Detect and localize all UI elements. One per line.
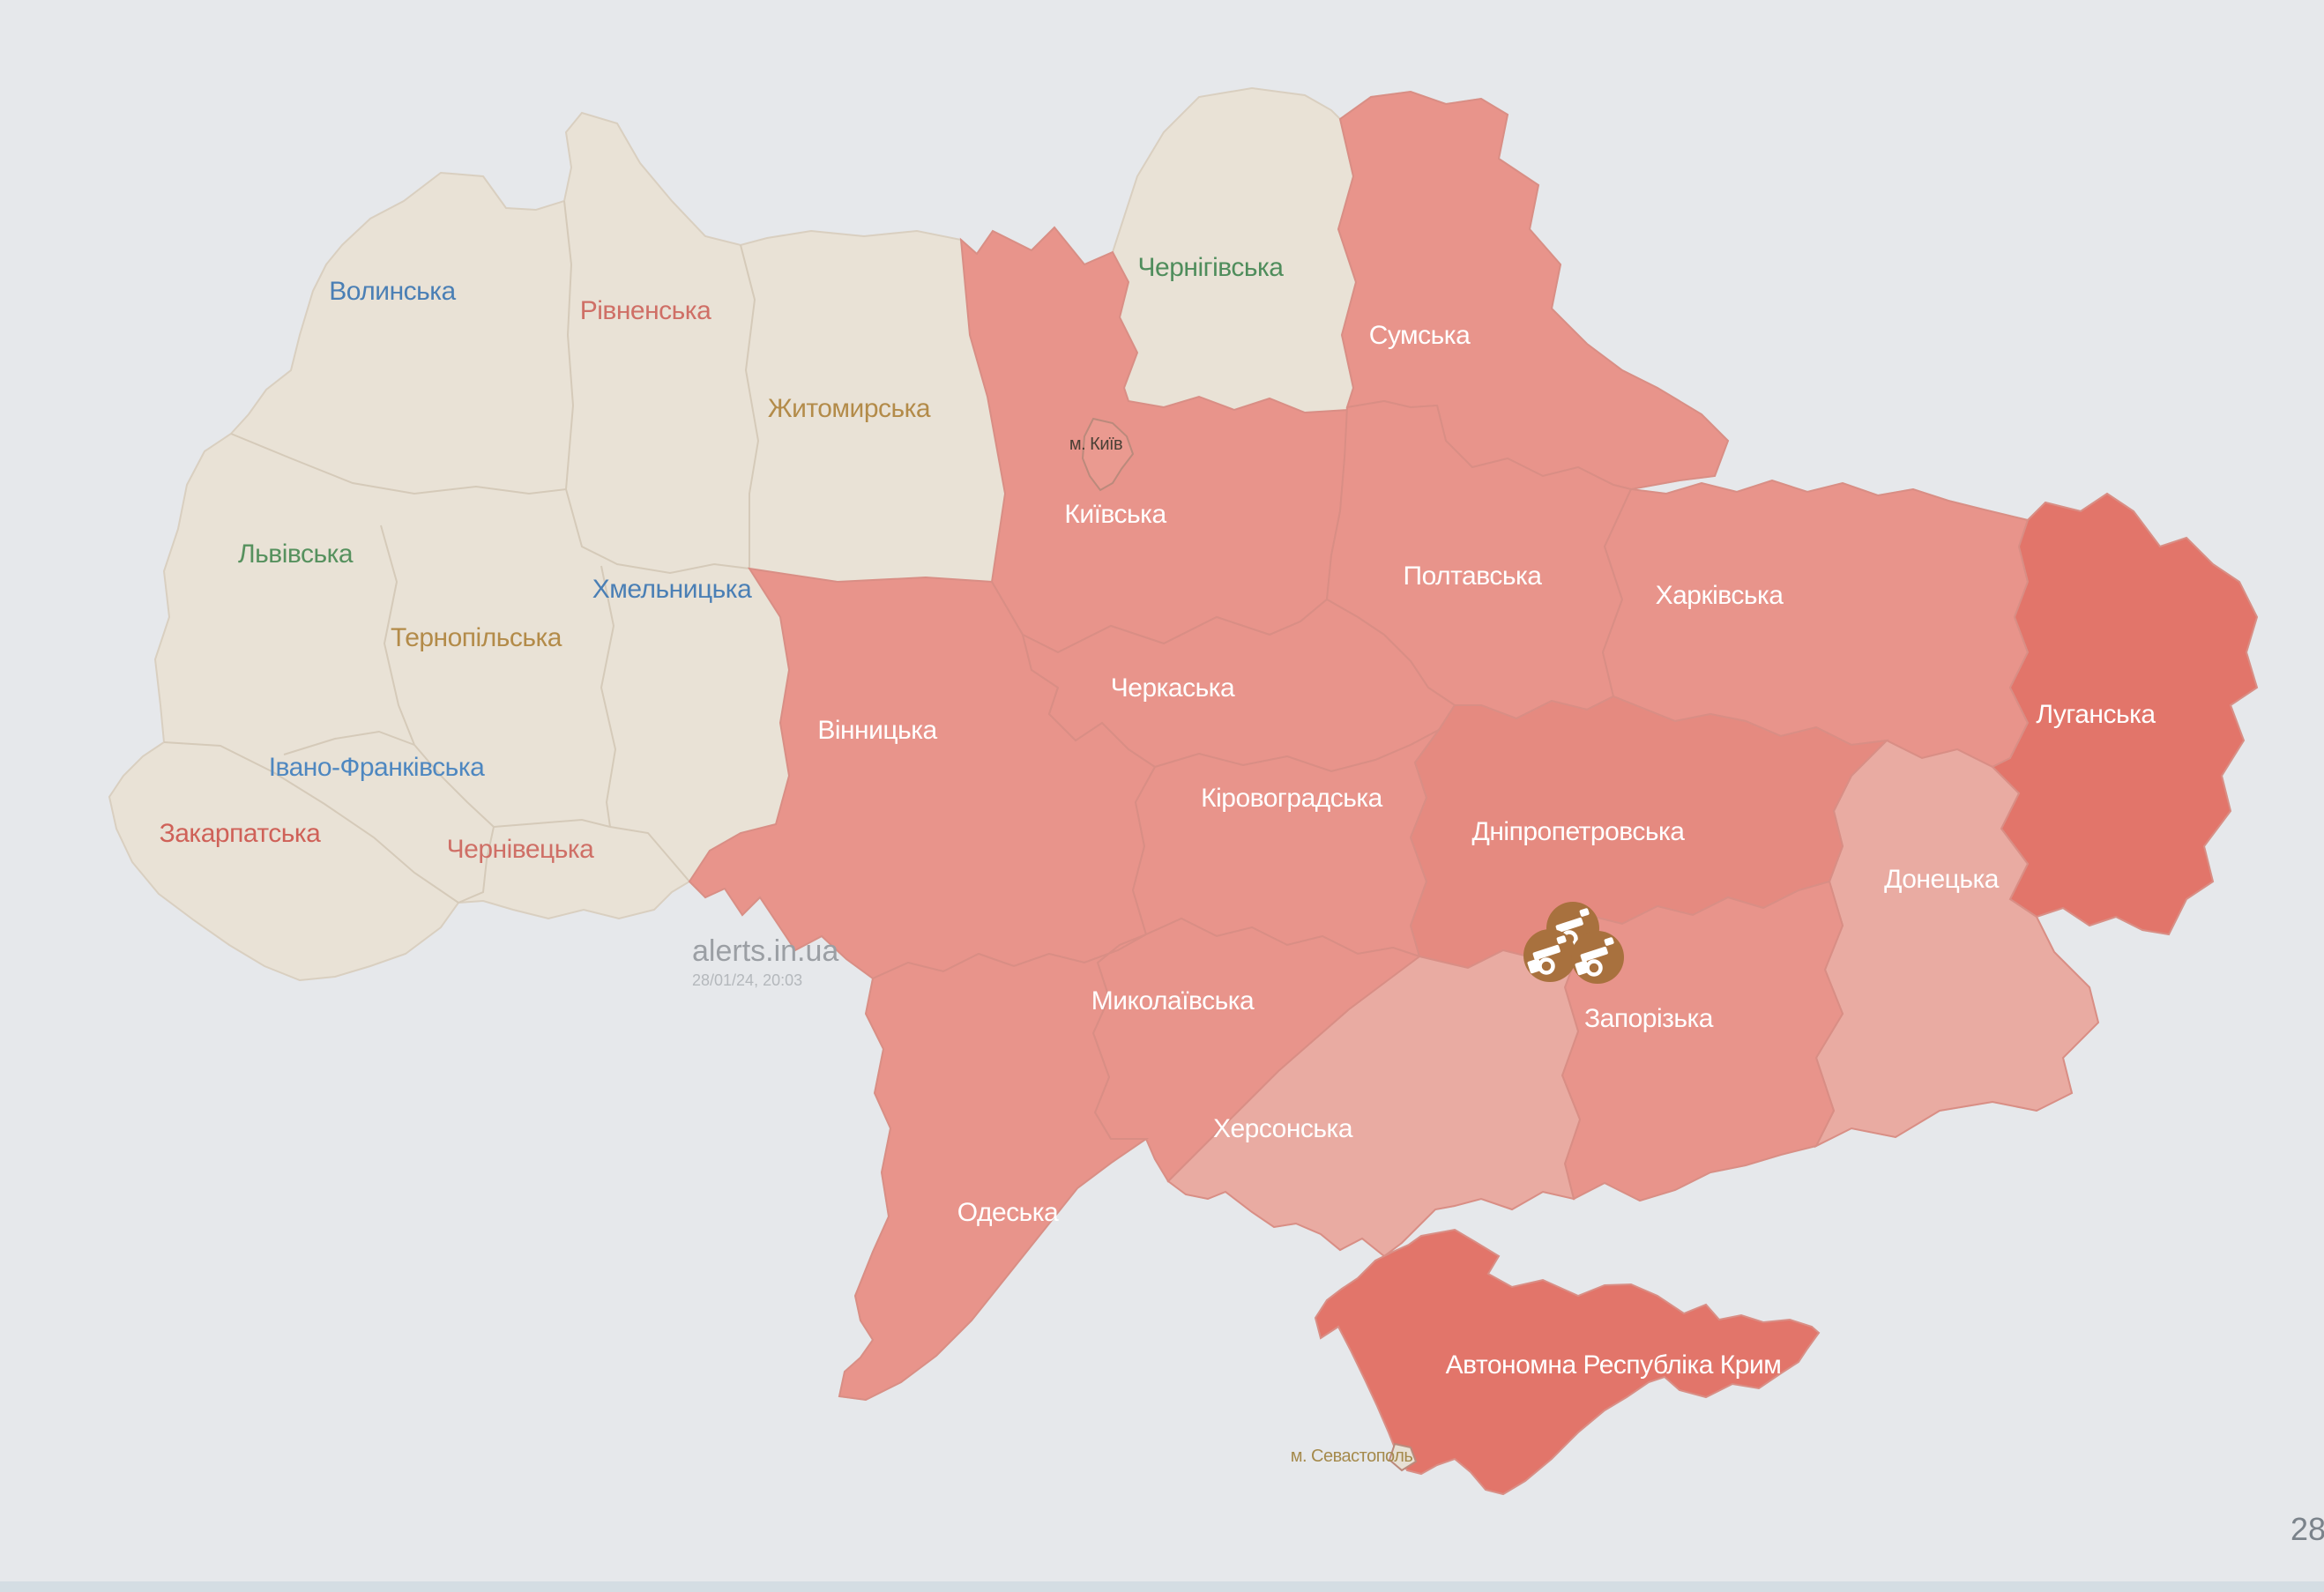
- label-sevastopol: м. Севастополь: [1291, 1447, 1413, 1466]
- region-sevastopol[interactable]: [1388, 1442, 1418, 1472]
- label-poltavska: Полтавська: [1404, 562, 1543, 591]
- drone-marker-cluster[interactable]: [1523, 902, 1624, 984]
- corner-date-text: 28: [2290, 1511, 2324, 1547]
- label-zakarpatska: Закарпатська: [160, 819, 322, 848]
- label-zhytomyrska: Житомирська: [768, 394, 931, 423]
- label-chernihivska: Чернігівська: [1138, 253, 1285, 282]
- label-kyiv-city: м. Київ: [1069, 435, 1122, 454]
- label-sumska: Сумська: [1369, 321, 1471, 350]
- label-khersonska: Херсонська: [1213, 1114, 1353, 1143]
- label-cherkaska: Черкаська: [1111, 673, 1235, 703]
- region-kyiv-city[interactable]: [1081, 417, 1135, 492]
- region-sumska[interactable]: [1337, 90, 1730, 491]
- alert-regions: [688, 90, 2259, 1496]
- region-luhanska[interactable]: [1991, 492, 2259, 936]
- label-kirovohradska: Кіровоградська: [1201, 784, 1383, 813]
- label-donetska: Донецька: [1884, 865, 2000, 894]
- border-volyn-rivne: [563, 200, 575, 490]
- oblast-labels: Волинська Рівненська Житомирська Чернігі…: [160, 253, 2156, 1466]
- label-chernivetska: Чернівецька: [447, 835, 594, 864]
- border-chernivtsi-north: [493, 818, 690, 882]
- border-ivanofrankivsk-chernivtsi: [458, 826, 495, 904]
- border-lviv-ivanofrankivsk: [283, 730, 415, 755]
- border-ternopil-khmelnytskyi: [600, 565, 617, 828]
- border-rivne-zhytomyr: [740, 244, 760, 569]
- label-kyivska: Київська: [1064, 500, 1166, 529]
- border-lviv-ternopil: [380, 524, 415, 746]
- label-ivano-frankivska: Івано-Франківська: [269, 753, 485, 782]
- label-khmelnytska: Хмельницька: [592, 575, 752, 604]
- border-ternopil-ivanofrankivsk: [413, 744, 495, 828]
- label-luhanska: Луганська: [2036, 700, 2156, 729]
- label-vinnytska: Вінницька: [817, 716, 937, 745]
- label-volynska: Волинська: [329, 277, 456, 306]
- label-rivnenska: Рівненська: [580, 296, 711, 325]
- watermark-site: alerts.in.ua: [692, 934, 838, 968]
- label-lvivska: Львівська: [238, 539, 354, 569]
- border-volyn-lviv: [230, 433, 567, 495]
- region-odeska[interactable]: [838, 934, 1150, 1402]
- watermark-timestamp: 28/01/24, 20:03: [692, 971, 802, 989]
- label-krym: Автономна Республіка Крим: [1446, 1350, 1782, 1380]
- label-dnipropetrovska: Дніпропетровська: [1472, 817, 1686, 846]
- label-mykolaivska: Миколаївська: [1091, 986, 1255, 1015]
- label-odeska: Одеська: [957, 1198, 1059, 1227]
- border-rivne-south: [565, 488, 750, 575]
- drone-icon[interactable]: [1570, 931, 1624, 984]
- border-zakarpattia: [163, 741, 459, 904]
- region-krym[interactable]: [1314, 1228, 1821, 1496]
- drone-icon[interactable]: [1523, 929, 1576, 982]
- label-zaporizka: Запорізька: [1584, 1004, 1714, 1033]
- watermark: alerts.in.ua 28/01/24, 20:03: [692, 934, 838, 989]
- bottom-bar: [0, 1581, 2324, 1592]
- label-ternopilska: Тернопільська: [391, 623, 562, 652]
- label-kharkivska: Харківська: [1656, 581, 1784, 610]
